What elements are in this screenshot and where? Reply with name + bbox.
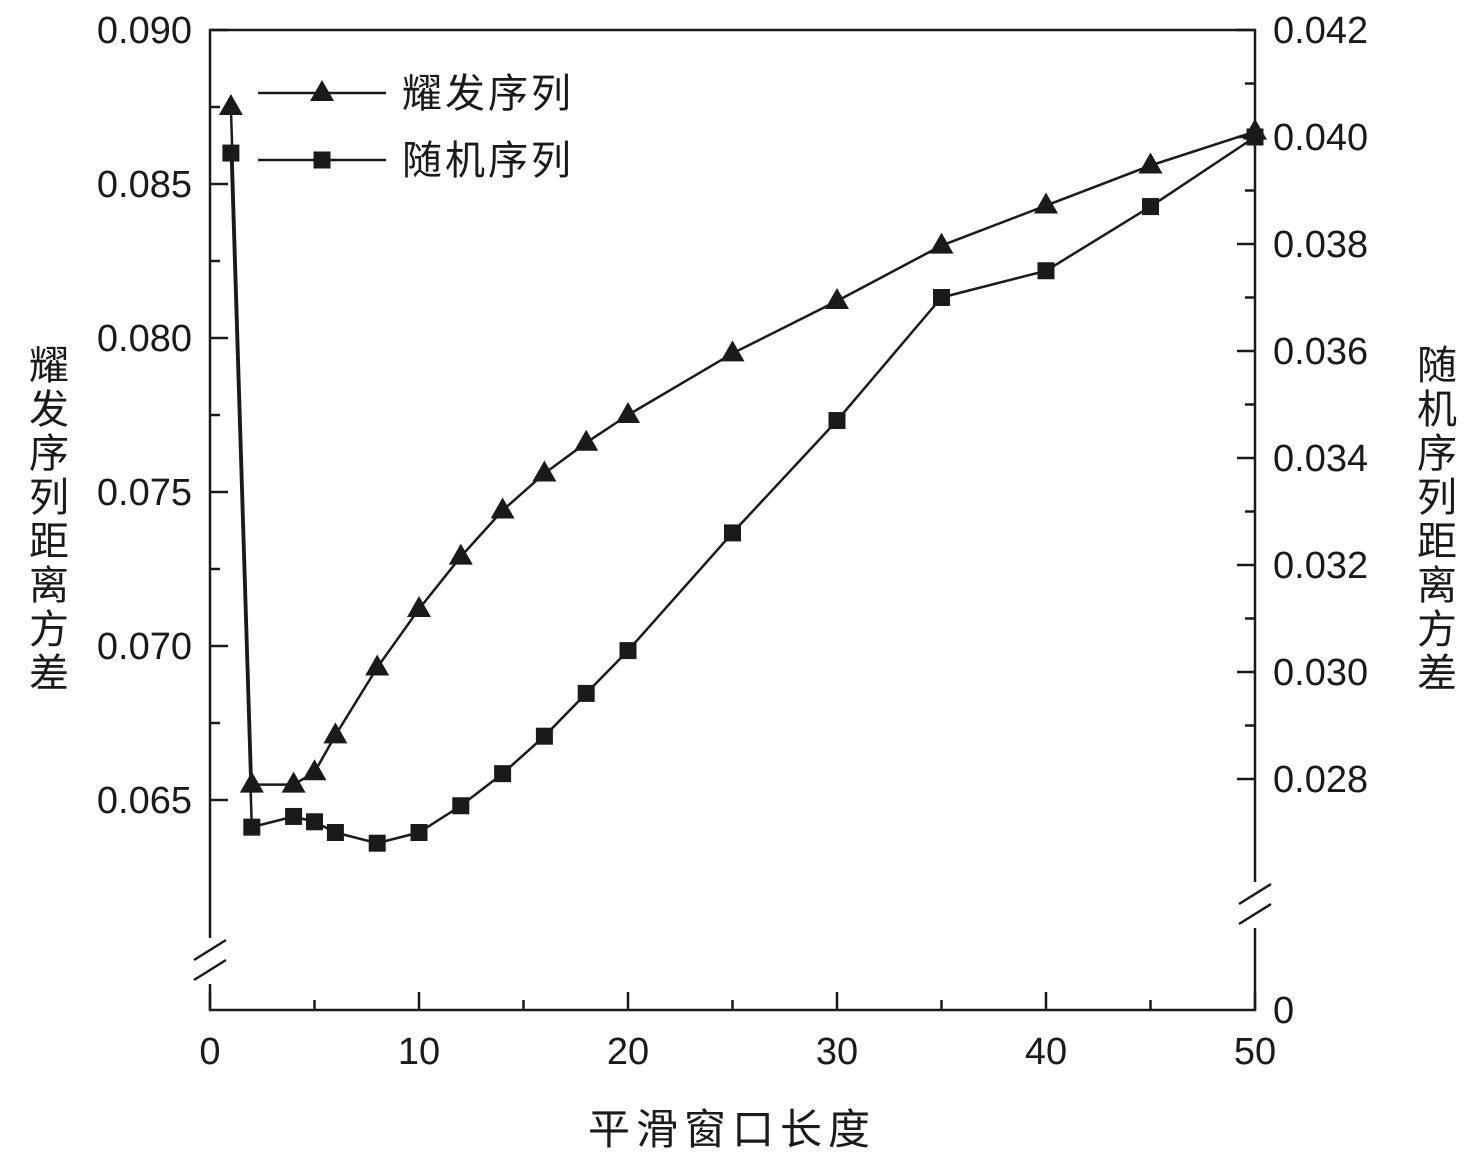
data-point-square [619,642,637,660]
data-point-square [306,813,323,831]
right-tick-label: 0.036 [1273,331,1368,373]
x-tick-label: 0 [199,1031,220,1073]
data-point-triangle [281,771,306,793]
data-point-square [933,289,950,306]
data-point-square [222,144,240,162]
data-point-triangle [239,771,264,793]
data-point-triangle [825,288,849,310]
data-point-triangle [1138,152,1163,174]
plot-border [208,28,1257,1012]
x-tick-label: 50 [1234,1031,1276,1073]
right-tick-label: 0.028 [1273,759,1368,801]
left-tick-label: 0.090 [97,10,192,52]
data-point-square [1246,128,1264,146]
data-point-triangle [218,94,243,115]
data-point-square [452,797,470,815]
data-point-square [285,807,303,825]
data-point-triangle [532,460,557,482]
data-point-square [368,834,386,852]
axis-break-gap [206,938,214,984]
data-point-triangle [929,232,954,254]
right-tick-label: 0.030 [1273,652,1368,694]
legend-label: 耀发序列 [402,72,574,116]
data-point-square [535,727,553,745]
data-point-square [577,684,595,702]
right-tick-label: 0.040 [1273,117,1368,159]
series-line-square [229,135,1256,845]
data-point-triangle [1034,192,1058,214]
data-point-triangle [323,722,348,744]
legend-triangle-marker [310,80,334,101]
data-point-triangle [365,654,390,676]
data-point-square [326,824,344,841]
axis-break-slash [193,958,227,982]
left-axis-title: 耀发序列距离方差 [23,344,67,696]
right-tick-label: 0.042 [1273,10,1368,52]
data-point-square [828,412,846,430]
data-point-triangle [490,497,515,519]
x-axis-title: 平滑窗口长度 [587,1106,877,1153]
data-point-triangle [448,543,473,565]
right-axis-zero-label: 0 [1273,990,1294,1032]
axis-break-slash [193,938,227,962]
left-tick-label: 0.085 [97,164,192,206]
data-point-triangle [302,759,327,781]
left-tick-label: 0.075 [97,472,192,514]
left-tick-label: 0.070 [97,626,192,668]
data-point-square [724,524,741,542]
data-point-square [1037,262,1055,280]
axis-break-slash [1238,902,1272,926]
axis-break-slash [1238,882,1272,906]
data-point-triangle [720,340,745,362]
series-line-triangle [229,106,1256,786]
left-tick-label: 0.065 [97,780,192,822]
x-tick-label: 20 [607,1031,649,1073]
data-point-square [243,818,261,836]
right-axis-title: 随机序列距离方差 [1411,344,1455,696]
x-tick-label: 10 [398,1031,440,1073]
axis-break-gap [1251,882,1259,928]
data-point-square [494,765,512,783]
legend-label: 随机序列 [402,139,574,183]
right-tick-label: 0.038 [1273,224,1368,266]
data-point-square [1142,198,1159,216]
right-tick-label: 0.034 [1273,438,1368,480]
left-tick-label: 0.080 [97,318,192,360]
data-point-square [410,824,428,841]
legend-square-marker [313,151,331,169]
data-point-triangle [574,429,599,451]
x-tick-label: 40 [1025,1031,1067,1073]
data-point-triangle [407,596,431,618]
x-tick-label: 30 [816,1031,858,1073]
right-tick-label: 0.032 [1273,545,1368,587]
data-point-triangle [616,402,640,423]
